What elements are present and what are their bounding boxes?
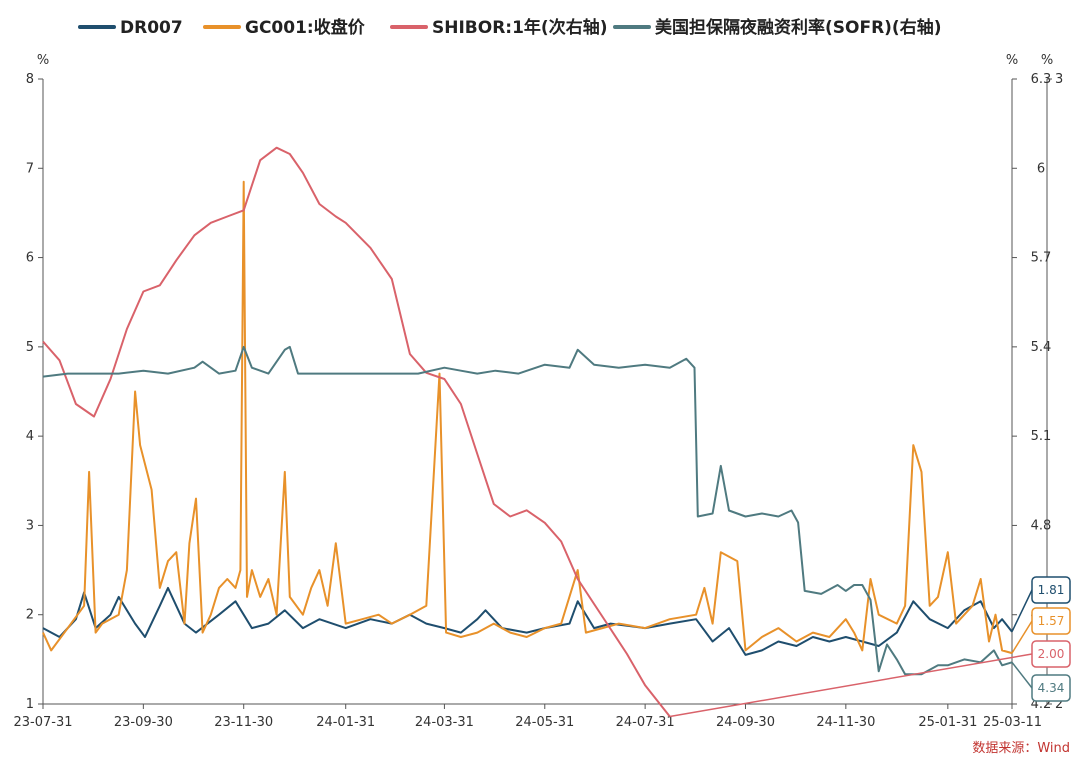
end-label-connector — [1011, 620, 1033, 654]
x-tick-label: 25-03-11 — [983, 715, 1042, 730]
left-tick-label: 3 — [26, 518, 34, 533]
x-tick-label: 24-05-31 — [515, 715, 574, 730]
left-tick-label: 8 — [26, 72, 34, 87]
left-tick-label: 2 — [26, 608, 34, 623]
end-label-box — [1031, 576, 1071, 604]
left-tick-label: 4 — [26, 429, 34, 444]
x-tick-label: 25-01-31 — [918, 715, 977, 730]
end-label-connector — [669, 653, 1033, 718]
right-tick-label: 5.4 — [1031, 340, 1052, 355]
end-label-connector — [1011, 589, 1033, 633]
end-label-value: 1.81 — [1038, 583, 1065, 597]
legend-label: GC001:收盘价 — [245, 17, 366, 38]
right-tick-label: 6 — [1037, 161, 1045, 176]
plot-lines — [42, 146, 1013, 718]
legend-label: 美国担保隔夜融资利率(SOFR)(右轴) — [655, 17, 941, 38]
axes: %%%123456784.24.54.85.15.45.766.32323-07… — [13, 53, 1063, 730]
x-tick-label: 24-07-31 — [616, 715, 675, 730]
right-axis-unit: % — [1006, 53, 1018, 68]
x-tick-label: 23-07-31 — [13, 715, 72, 730]
data-source: 数据来源：Wind — [972, 741, 1070, 756]
end-label-value: 4.34 — [1038, 681, 1065, 695]
second-right-tick-label: 2 — [1055, 697, 1063, 712]
right-tick-label: 5.1 — [1031, 429, 1052, 444]
second-right-tick-label: 3 — [1055, 72, 1063, 87]
left-tick-label: 1 — [26, 697, 34, 712]
end-label-box — [1031, 674, 1071, 702]
x-tick-label: 24-01-31 — [316, 715, 375, 730]
second-right-axis-unit: % — [1041, 53, 1053, 68]
legend: DR007 GC001:收盘价 SHIBOR:1年(次右轴) 美国担保隔夜融资利率(S… — [78, 17, 941, 38]
right-tick-label: 6.3 — [1031, 72, 1052, 87]
x-tick-label: 24-09-30 — [716, 715, 775, 730]
x-tick-label: 23-11-30 — [214, 715, 273, 730]
x-tick-label: 23-09-30 — [114, 715, 173, 730]
end-label-value: 2.00 — [1038, 647, 1065, 661]
end-labels: 1.81 1.57 2.00 4.34 — [669, 576, 1071, 718]
right-tick-label: 5.7 — [1031, 251, 1052, 266]
left-tick-label: 7 — [26, 161, 34, 176]
series-line — [42, 586, 1013, 656]
series-line — [42, 345, 1013, 676]
series-line — [42, 180, 1013, 655]
series-line — [42, 146, 671, 718]
right-tick-label: 4.8 — [1031, 518, 1052, 533]
legend-label: SHIBOR:1年(次右轴) — [432, 17, 607, 38]
end-label-value: 1.57 — [1038, 614, 1065, 628]
left-tick-label: 5 — [26, 340, 34, 355]
legend-label: DR007 — [120, 18, 183, 38]
left-axis-unit: % — [37, 53, 49, 68]
end-label-box — [1031, 607, 1071, 635]
end-label-connector — [1011, 661, 1033, 689]
x-tick-label: 24-03-31 — [415, 715, 474, 730]
end-label-box — [1031, 640, 1071, 668]
left-tick-label: 6 — [26, 251, 34, 266]
x-tick-label: 24-11-30 — [816, 715, 875, 730]
